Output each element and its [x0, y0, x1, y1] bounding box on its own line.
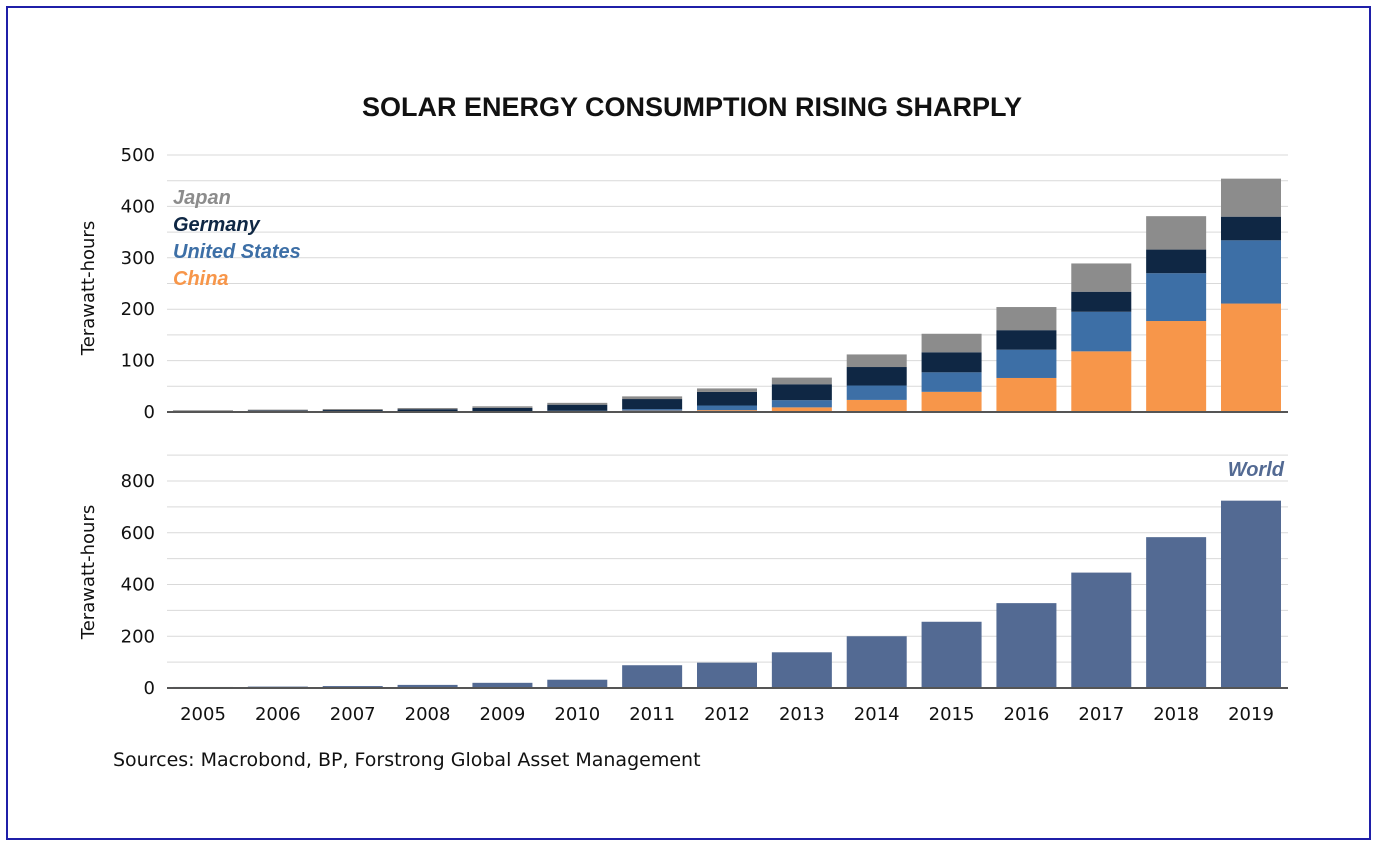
y-axis-label: Terawatt-hours [78, 505, 99, 640]
bar-china-2018 [1146, 321, 1207, 412]
bar-japan-2018 [1146, 216, 1207, 250]
y-tick-label: 0 [144, 402, 155, 423]
bar-world-2012 [697, 662, 757, 688]
y-axis-label: Terawatt-hours [78, 221, 99, 356]
bar-united_states-2017 [1071, 311, 1132, 352]
bar-germany-2017 [1071, 291, 1132, 312]
world-bar-chart: 0 200 400 600 800 Terawatt-hours World 2005 2006… [78, 454, 1288, 725]
x-tick-label: 2008 [405, 704, 451, 725]
y-tick-label: 0 [144, 678, 155, 699]
bar-japan-2009 [472, 406, 533, 408]
bar-japan-2005 [173, 410, 233, 412]
x-tick-label: 2014 [854, 704, 900, 725]
bar-world-2009 [472, 682, 533, 688]
bar-world-2010 [547, 679, 608, 688]
x-tick-label: 2012 [704, 704, 750, 725]
legend-japan: Japan [173, 187, 231, 209]
x-tick-label: 2011 [629, 704, 675, 725]
bar-world-2011 [622, 665, 683, 688]
bar-germany-2019 [1221, 216, 1281, 241]
bar-united_states-2018 [1146, 273, 1207, 322]
bar-japan-2010 [547, 402, 608, 405]
bar-japan-2012 [697, 388, 757, 392]
y-tick-label: 400 [121, 196, 155, 217]
bar-japan-2013 [771, 377, 832, 385]
bar-china-2016 [996, 377, 1057, 412]
x-tick-label: 2019 [1228, 704, 1274, 725]
source-note: Sources: Macrobond, BP, Forstrong Global… [113, 749, 701, 771]
x-tick-label: 2017 [1078, 704, 1124, 725]
x-tick-label: 2018 [1153, 704, 1199, 725]
legend-germany: Germany [173, 214, 261, 236]
bar-japan-2008 [397, 407, 458, 410]
bar-germany-2015 [921, 352, 982, 373]
bar-china-2019 [1221, 303, 1281, 412]
legend-united-states: United States [173, 241, 301, 263]
bar-japan-2015 [921, 333, 982, 353]
bar-germany-2016 [996, 330, 1057, 350]
legend-china: China [173, 268, 229, 290]
bar-united_states-2012 [697, 405, 757, 411]
bar-united_states-2014 [846, 385, 907, 400]
y-tick-label: 200 [121, 299, 155, 320]
bar-japan-2016 [996, 307, 1057, 331]
bar-world-2014 [846, 636, 907, 688]
bar-united_states-2015 [921, 372, 982, 392]
bar-china-2015 [921, 391, 982, 412]
x-tick-label: 2013 [779, 704, 825, 725]
y-tick-label: 800 [121, 471, 155, 492]
bar-germany-2011 [622, 399, 683, 410]
legend-world: World [1228, 459, 1285, 481]
x-tick-label: 2009 [480, 704, 526, 725]
stacked-bar-chart: 0 100 200 300 400 500 Terawatt-hours Japan Germa… [78, 145, 1288, 423]
bar-world-2015 [921, 621, 982, 688]
y-tick-label: 600 [121, 523, 155, 544]
x-tick-label: 2006 [255, 704, 301, 725]
bar-germany-2012 [697, 391, 757, 406]
y-tick-label: 300 [121, 248, 155, 269]
bar-germany-2009 [472, 407, 533, 412]
bar-germany-2014 [846, 367, 907, 386]
y-tick-label: 400 [121, 575, 155, 596]
bar-united_states-2016 [996, 349, 1057, 378]
bar-world-2019 [1221, 500, 1281, 688]
y-tick-label: 200 [121, 626, 155, 647]
bar-germany-2010 [547, 404, 608, 411]
bar-china-2017 [1071, 351, 1132, 412]
bar-japan-2007 [322, 409, 383, 411]
x-tick-label: 2007 [330, 704, 376, 725]
bar-world-2017 [1071, 572, 1132, 688]
chart-title: SOLAR ENERGY CONSUMPTION RISING SHARPLY [362, 92, 1022, 122]
bar-china-2013 [771, 407, 832, 412]
bar-world-2018 [1146, 537, 1207, 688]
x-tick-label: 2005 [180, 704, 226, 725]
x-tick-label: 2015 [929, 704, 975, 725]
bar-china-2014 [846, 399, 907, 412]
chart-frame [6, 6, 1371, 840]
bar-united_states-2011 [622, 409, 683, 411]
bar-world-2008 [397, 684, 458, 688]
y-tick-label: 100 [121, 351, 155, 372]
bar-japan-2006 [247, 409, 308, 411]
x-tick-label: 2010 [554, 704, 600, 725]
bar-united_states-2013 [771, 400, 832, 408]
bar-germany-2018 [1146, 249, 1207, 274]
bar-japan-2014 [846, 354, 907, 368]
bar-japan-2019 [1221, 178, 1281, 217]
bar-germany-2013 [771, 384, 832, 401]
bar-germany-2008 [397, 409, 458, 412]
bar-world-2016 [996, 603, 1057, 688]
bar-germany-2007 [322, 410, 383, 412]
bar-japan-2017 [1071, 263, 1132, 292]
bar-united_states-2019 [1221, 240, 1281, 304]
bar-japan-2011 [622, 396, 683, 400]
bar-world-2013 [771, 652, 832, 688]
x-tick-label: 2016 [1004, 704, 1050, 725]
y-tick-label: 500 [121, 145, 155, 166]
